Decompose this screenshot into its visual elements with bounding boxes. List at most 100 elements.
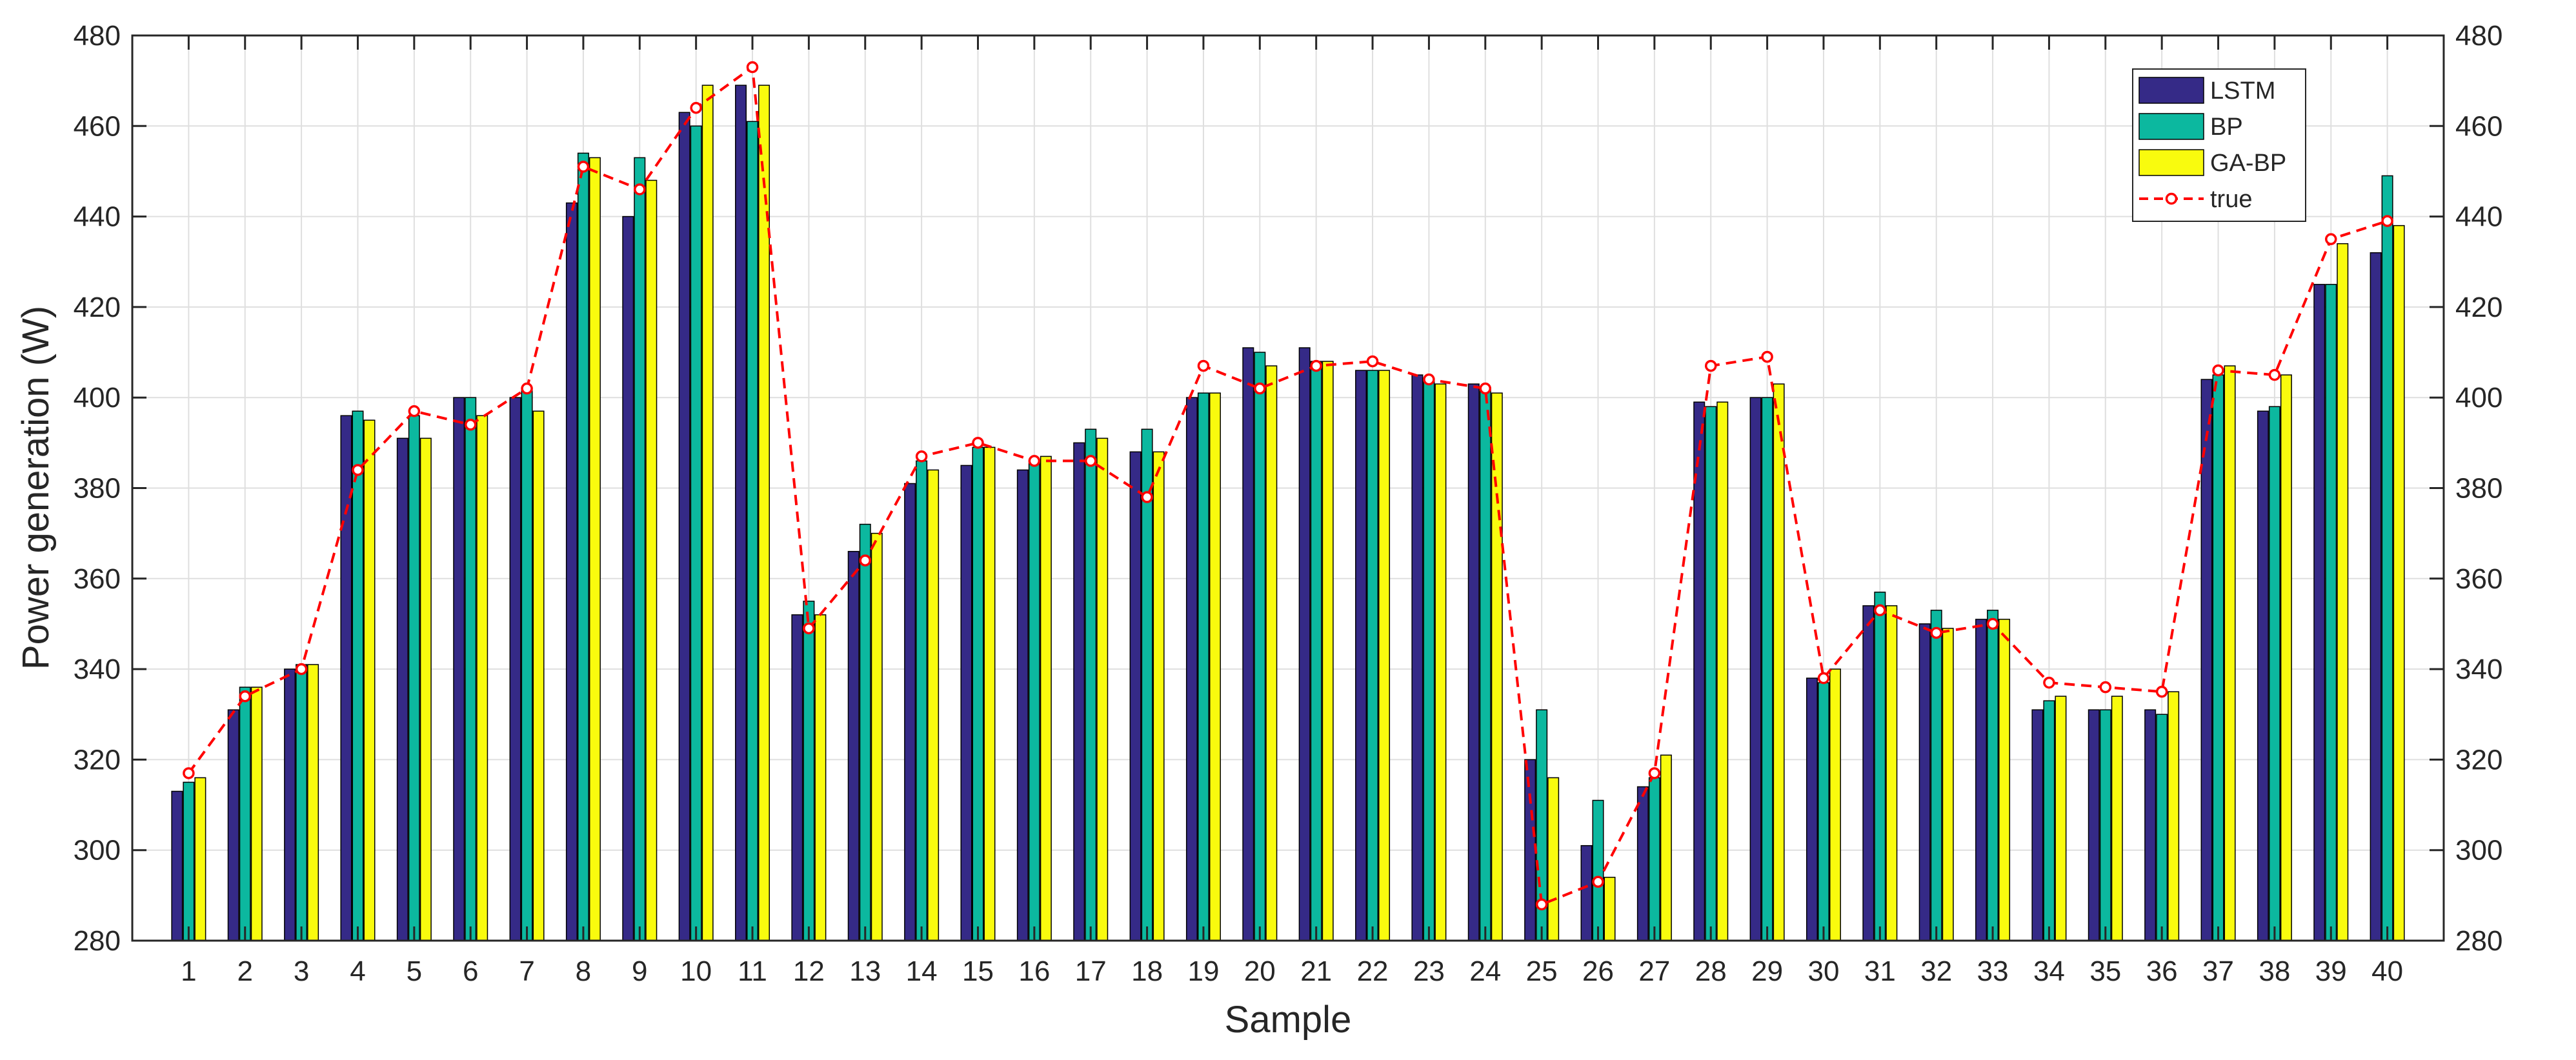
bar-bp bbox=[2099, 709, 2111, 941]
bar-ga-bp bbox=[363, 419, 376, 941]
y-tick-label-left: 300 bbox=[74, 835, 121, 866]
bar-ga-bp bbox=[2224, 365, 2236, 941]
true-point bbox=[1310, 359, 1322, 372]
true-point bbox=[1761, 350, 1773, 363]
x-tick-label: 20 bbox=[1244, 955, 1276, 987]
bar-bp bbox=[521, 388, 533, 941]
bar-bp bbox=[352, 410, 364, 941]
bar-bp bbox=[916, 460, 928, 941]
bar-lstm bbox=[396, 437, 408, 941]
bar-lstm bbox=[904, 483, 916, 941]
bar-lstm bbox=[1749, 397, 1762, 941]
x-tick-label: 9 bbox=[632, 955, 647, 987]
bar-lstm bbox=[284, 668, 296, 941]
y-tick-label-right: 440 bbox=[2455, 201, 2502, 233]
x-tick-label: 6 bbox=[463, 955, 478, 987]
true-point bbox=[1423, 373, 1435, 386]
bar-bp bbox=[2268, 406, 2280, 941]
true-point bbox=[2155, 685, 2168, 698]
x-tick-label: 34 bbox=[2033, 955, 2065, 987]
bar-bp bbox=[1141, 428, 1153, 941]
x-tick-label: 17 bbox=[1075, 955, 1107, 987]
legend: LSTM BP GA-BP true bbox=[2132, 68, 2306, 222]
true-point bbox=[352, 464, 364, 476]
bar-bp bbox=[1705, 406, 1717, 941]
legend-label-true: true bbox=[2210, 186, 2252, 213]
bar-bp bbox=[183, 781, 195, 941]
bar-ga-bp bbox=[589, 157, 601, 941]
true-point bbox=[859, 554, 872, 566]
bar-lstm bbox=[171, 790, 183, 941]
bar-bp bbox=[1592, 799, 1604, 941]
true-point bbox=[1592, 875, 1604, 888]
bar-lstm bbox=[509, 397, 521, 941]
true-point bbox=[1874, 604, 1886, 617]
bar-lstm bbox=[622, 215, 634, 941]
true-line bbox=[187, 65, 2388, 906]
bar-lstm bbox=[678, 112, 690, 941]
bar-bp bbox=[972, 446, 984, 941]
x-tick-label: 24 bbox=[1469, 955, 1501, 987]
bar-bp bbox=[2212, 374, 2224, 941]
bar-ga-bp bbox=[1040, 455, 1052, 941]
ticks bbox=[132, 34, 2444, 942]
bar-lstm bbox=[2370, 252, 2382, 941]
bar-lstm bbox=[1129, 451, 1142, 941]
x-tick-label: 16 bbox=[1018, 955, 1050, 987]
bar-bp bbox=[296, 664, 308, 941]
bar-bp bbox=[1761, 397, 1773, 941]
bar-bp bbox=[1648, 777, 1660, 941]
bar-bp bbox=[1085, 428, 1097, 941]
bar-ga-bp bbox=[645, 179, 658, 941]
bar-bp bbox=[859, 523, 871, 941]
bar-ga-bp bbox=[1773, 383, 1785, 941]
x-tick-label: 32 bbox=[1920, 955, 1952, 987]
y-tick-label-left: 380 bbox=[74, 473, 121, 505]
bar-ga-bp bbox=[532, 410, 545, 941]
bar-ga-bp bbox=[1942, 628, 1954, 941]
y-tick-label-left: 480 bbox=[74, 20, 121, 52]
bar-bp bbox=[1423, 379, 1435, 941]
bar-bp bbox=[2156, 714, 2168, 941]
bar-lstm bbox=[1467, 383, 1480, 941]
bar-bp bbox=[1987, 610, 1999, 941]
bar-ga-bp bbox=[1716, 401, 1729, 941]
bar-lstm bbox=[565, 202, 578, 941]
bar-bp bbox=[577, 152, 589, 941]
y-tick-label-right: 480 bbox=[2455, 20, 2502, 52]
bar-bp bbox=[1310, 361, 1322, 941]
bar-lstm bbox=[1806, 677, 1818, 941]
x-tick-label: 15 bbox=[962, 955, 994, 987]
x-axis-title: Sample bbox=[1225, 999, 1352, 1041]
true-point bbox=[634, 183, 646, 195]
bar-ga-bp bbox=[1491, 392, 1503, 941]
true-point bbox=[690, 101, 702, 114]
bar-bp bbox=[1367, 370, 1379, 941]
legend-swatch-lstm bbox=[2138, 77, 2204, 104]
true-point bbox=[1084, 455, 1097, 467]
true-point bbox=[972, 437, 984, 449]
bar-ga-bp bbox=[2393, 225, 2405, 941]
bar-ga-bp bbox=[870, 532, 883, 941]
x-tick-label: 13 bbox=[849, 955, 881, 987]
true-point bbox=[521, 382, 533, 395]
y-tick-label-left: 400 bbox=[74, 382, 121, 414]
bar-ga-bp bbox=[1378, 370, 1391, 941]
bar-bp bbox=[1479, 388, 1491, 941]
bar-ga-bp bbox=[2168, 691, 2180, 941]
y-tick-label-left: 340 bbox=[74, 654, 121, 685]
y-tick-label-right: 380 bbox=[2455, 473, 2502, 505]
x-tick-label: 19 bbox=[1187, 955, 1219, 987]
bar-lstm bbox=[735, 85, 747, 941]
bar-lstm bbox=[1862, 605, 1875, 941]
bar-ga-bp bbox=[1322, 361, 1334, 941]
y-tick-label-right: 320 bbox=[2455, 744, 2502, 775]
true-point bbox=[1704, 359, 1717, 372]
x-tick-label: 25 bbox=[1526, 955, 1558, 987]
bar-bp bbox=[465, 397, 477, 941]
x-tick-label: 2 bbox=[237, 955, 252, 987]
true-point bbox=[1648, 767, 1661, 779]
y-tick-label-left: 280 bbox=[74, 925, 121, 957]
x-tick-label: 40 bbox=[2371, 955, 2403, 987]
